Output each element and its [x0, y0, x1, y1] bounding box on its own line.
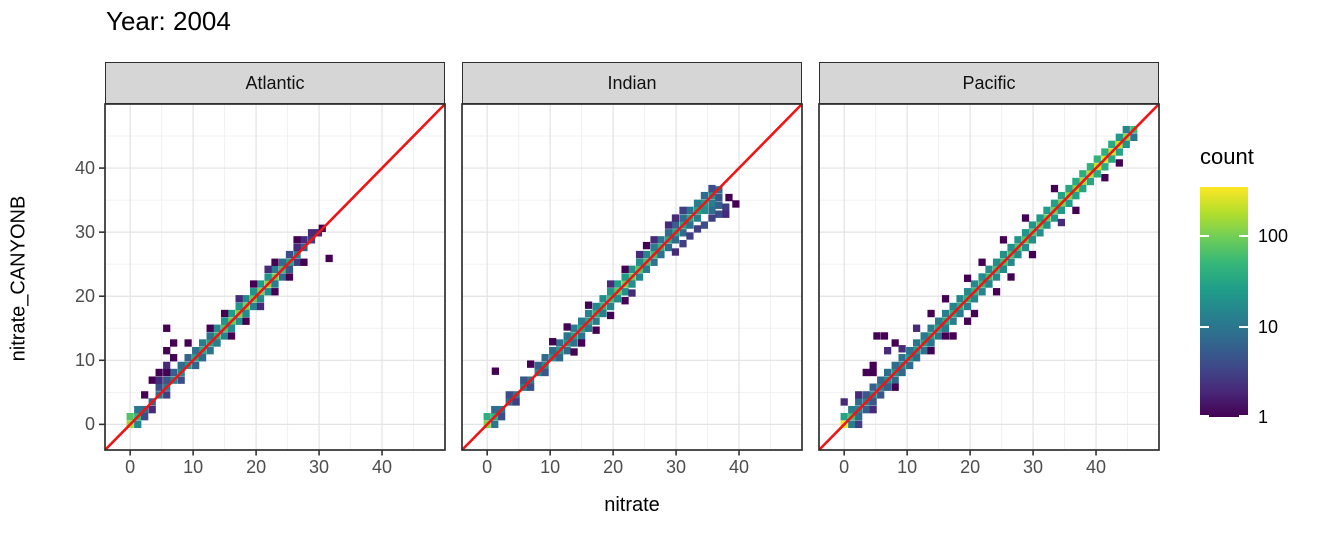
identity-line [104, 103, 446, 451]
x-tick-label: 10 [183, 457, 204, 477]
legend-title: count [1200, 144, 1254, 169]
x-tick-label: 0 [839, 457, 850, 477]
colorbar-tick [1200, 235, 1209, 238]
legend-count: count 100 10 1 [1196, 140, 1336, 440]
identity-line [461, 103, 803, 451]
legend-colorbar [1200, 187, 1248, 417]
y-axis-title: nitrate_CANYONB [7, 195, 30, 362]
x-tick-label: 30 [1023, 457, 1044, 477]
y-tick-label: 40 [74, 158, 95, 179]
x-tick-label: 10 [897, 457, 918, 477]
bin2d-layer [483, 184, 740, 429]
y-tick-label: 0 [84, 414, 95, 435]
y-tick-label: 30 [74, 222, 95, 243]
y-tick-label: 20 [74, 286, 95, 307]
facet-strip-pacific: Pacific [819, 62, 1159, 104]
y-tick-label: 10 [74, 350, 95, 371]
x-tick-label: 20 [246, 457, 267, 477]
colorbar-tick [1239, 415, 1248, 417]
facet-strip-label: Atlantic [245, 72, 305, 93]
colorbar-tick [1239, 325, 1248, 328]
legend-tick-label: 1 [1258, 407, 1269, 427]
x-tick-label: 20 [960, 457, 981, 477]
identity-line [818, 103, 1160, 451]
x-tick-label: 30 [666, 457, 687, 477]
x-tick-label: 40 [1086, 457, 1107, 477]
legend-tick-label: 100 [1258, 226, 1289, 247]
x-tick-label: 20 [603, 457, 624, 477]
legend-tick-label: 10 [1258, 316, 1279, 337]
colorbar-tick [1200, 325, 1209, 328]
x-tick-label: 40 [729, 457, 750, 477]
x-tick-label: 0 [125, 457, 136, 477]
x-axis-title: nitrate [604, 494, 660, 516]
facet-strip-label: Pacific [962, 72, 1016, 93]
x-tick-label: 30 [309, 457, 330, 477]
facet-strip-atlantic: Atlantic [105, 62, 445, 104]
panel-atlantic [104, 103, 446, 456]
plot-title: Year: 2004 [106, 6, 231, 36]
x-tick-label: 0 [482, 457, 493, 477]
panel-pacific [818, 103, 1160, 456]
facet-strip-label: Indian [607, 72, 657, 93]
x-tick-label: 10 [540, 457, 561, 477]
panel-indian [461, 103, 803, 456]
x-tick-label: 40 [372, 457, 393, 477]
colorbar-tick [1200, 415, 1209, 417]
colorbar-tick [1239, 235, 1248, 238]
